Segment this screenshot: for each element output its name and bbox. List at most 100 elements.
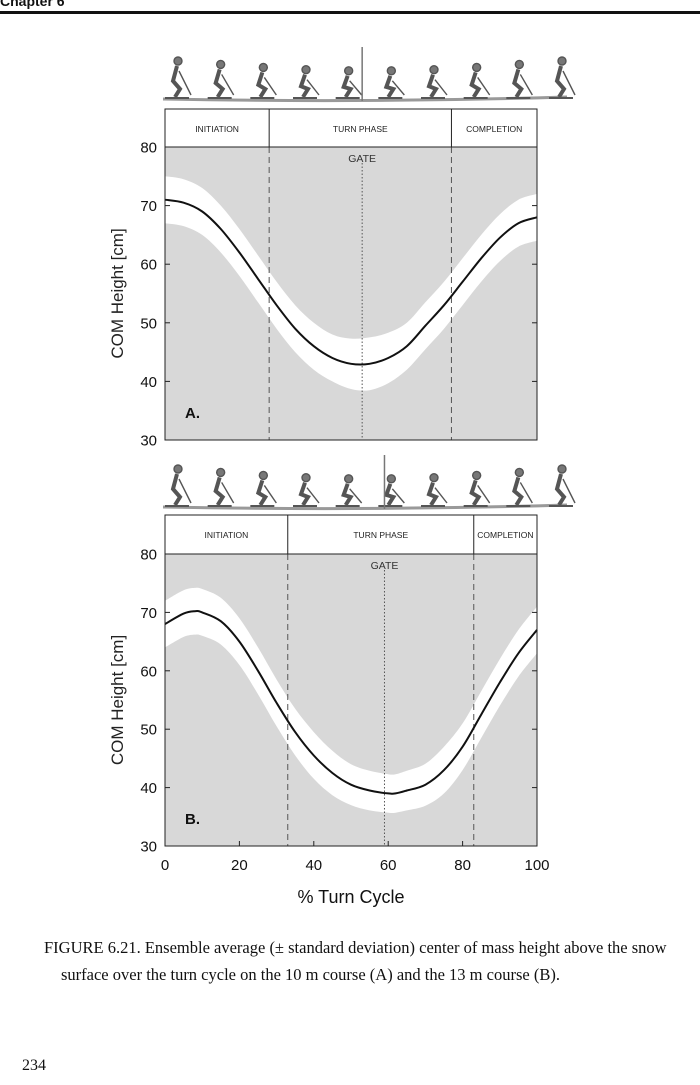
- skier-body: [512, 476, 524, 507]
- skier-pole: [178, 70, 192, 96]
- y-tick-label: 70: [140, 198, 157, 215]
- skier-pole: [349, 80, 363, 96]
- skier-icon: [463, 62, 491, 99]
- skier-head: [343, 66, 354, 76]
- sd-band: [165, 587, 537, 813]
- phase-label: TURN PHASE: [333, 124, 388, 134]
- skier-pole: [221, 74, 235, 96]
- skier-head: [471, 62, 482, 73]
- skier-body: [426, 74, 439, 99]
- skier-body: [469, 71, 482, 99]
- skier-icon: [165, 464, 192, 507]
- axes-frame: [164, 146, 538, 441]
- phase-label: INITIATION: [204, 530, 248, 540]
- header-rule: [0, 11, 700, 14]
- x-tick-label: 60: [380, 857, 397, 874]
- mean-line: [164, 198, 538, 366]
- skier-head: [343, 474, 354, 484]
- skier-head: [557, 56, 567, 66]
- figure-caption: FIGURE 6.21. Ensemble average (± standar…: [44, 938, 667, 984]
- skier-pole: [477, 485, 491, 504]
- phase-label: TURN PHASE: [353, 530, 408, 540]
- skier-icon: [378, 66, 405, 99]
- skier-pole: [562, 70, 576, 96]
- skier-strip: [162, 455, 576, 511]
- skier-head: [215, 59, 226, 70]
- plot-area: [165, 147, 537, 440]
- x-tick-label: 0: [161, 857, 169, 874]
- skier-body: [298, 74, 311, 99]
- y-tick-label: 60: [140, 257, 157, 274]
- skier-body: [341, 483, 354, 507]
- skier-body: [383, 483, 397, 507]
- skier-body: [426, 482, 439, 507]
- x-tick-label: 40: [305, 857, 322, 874]
- skier-head: [301, 472, 311, 483]
- skier-icon: [549, 464, 576, 507]
- skier-head: [258, 62, 269, 73]
- skier-icon: [421, 472, 448, 507]
- skier-body: [554, 65, 567, 99]
- x-tick-label: 20: [231, 857, 248, 874]
- mean-line: [164, 610, 538, 795]
- y-tick-label: 60: [140, 663, 157, 680]
- skier-pole: [263, 485, 277, 504]
- skier-body: [554, 473, 567, 507]
- skier-body: [213, 68, 226, 99]
- phase-label: COMPLETION: [477, 530, 533, 540]
- gate-label: GATE: [348, 153, 376, 165]
- skier-icon: [293, 472, 320, 507]
- skier-pole: [349, 488, 363, 504]
- skier-icon: [506, 467, 533, 507]
- y-tick-label: 30: [140, 839, 157, 856]
- skier-pole: [391, 80, 405, 96]
- sd-band: [165, 176, 537, 391]
- skier-head: [429, 472, 439, 483]
- skier-icon: [207, 59, 235, 99]
- skier-body: [341, 75, 354, 99]
- skier-head: [173, 56, 183, 66]
- skier-icon: [335, 66, 363, 99]
- page-number: 234: [22, 1057, 46, 1074]
- skier-pole: [306, 79, 320, 96]
- skier-body: [469, 479, 482, 507]
- skier-icon: [293, 64, 320, 99]
- skier-pole: [391, 488, 405, 504]
- skier-pole: [221, 482, 235, 504]
- skier-pole: [306, 487, 320, 504]
- skier-head: [215, 467, 226, 478]
- skier-head: [514, 59, 525, 70]
- panel-label: B.: [185, 811, 200, 828]
- skier-head: [514, 467, 525, 478]
- phase-bar: [164, 514, 538, 555]
- skier-body: [383, 75, 397, 99]
- skier-head: [386, 474, 397, 484]
- y-axis-label: COM Height [cm]: [108, 228, 127, 358]
- skier-icon: [335, 474, 363, 507]
- skier-strip: [162, 47, 576, 103]
- skier-head: [386, 66, 397, 76]
- phase-label: COMPLETION: [466, 124, 522, 134]
- skier-head: [173, 464, 183, 474]
- skier-icon: [421, 64, 448, 99]
- y-tick-label: 40: [140, 780, 157, 797]
- skier-icon: [250, 470, 277, 507]
- skier-head: [258, 470, 269, 481]
- y-axis-label: COM Height [cm]: [108, 635, 127, 765]
- gate-label: GATE: [371, 560, 399, 572]
- skier-body: [213, 476, 226, 507]
- y-tick-label: 40: [140, 374, 157, 391]
- chart-panel-b: INITIATION TURN PHASE COMPLETION GATE 30 40 50…: [108, 455, 576, 907]
- skier-body: [170, 65, 183, 99]
- skier-pole: [434, 487, 448, 504]
- panel-label: A.: [185, 405, 200, 422]
- skier-pole: [477, 77, 491, 96]
- x-tick-label: 80: [454, 857, 471, 874]
- skier-pole: [263, 77, 277, 96]
- skier-icon: [165, 56, 192, 99]
- skier-head: [429, 64, 439, 75]
- skier-pole: [178, 478, 192, 504]
- skier-head: [301, 64, 311, 75]
- skier-head: [557, 464, 567, 474]
- skier-icon: [378, 474, 405, 507]
